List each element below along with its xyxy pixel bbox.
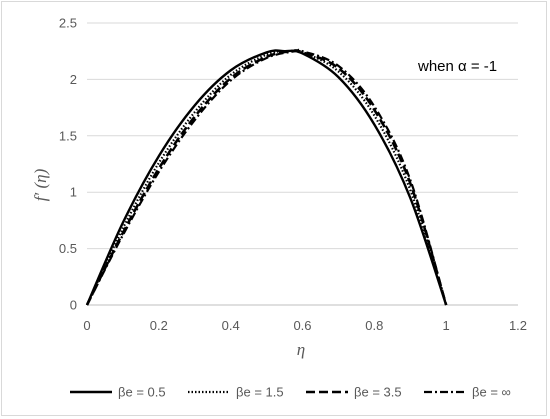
y-tick-label: 1 (70, 185, 77, 200)
x-tick-label: 1.2 (509, 318, 527, 333)
x-tick-label: 0.8 (365, 318, 383, 333)
x-tick-label: 1 (443, 318, 450, 333)
y-tick-label: 0.5 (59, 241, 77, 256)
legend-label: βe = 0.5 (118, 385, 166, 400)
x-tick-label: 0.6 (293, 318, 311, 333)
series-line-4 (86, 48, 448, 306)
legend-label: βe = 3.5 (354, 385, 402, 400)
legend-label: βe = 1.5 (236, 385, 284, 400)
y-tick-label: 1.5 (59, 128, 77, 143)
legend: βe = 0.5 βe = 1.5 βe = 3.5 βe = ∞ (70, 385, 511, 400)
x-tick-label: 0.2 (150, 318, 168, 333)
x-tick-label: 0.4 (222, 318, 240, 333)
y-tick-labels: 0 0.5 1 1.5 2 2.5 (59, 16, 77, 313)
series-line-1 (85, 49, 448, 306)
y-axis-label: f′ (η) (31, 168, 50, 201)
x-tick-labels: 0 0.2 0.4 0.6 0.8 1 1.2 (83, 318, 527, 333)
y-tick-label: 2.5 (59, 16, 77, 31)
x-tick-label: 0 (83, 318, 90, 333)
legend-label: βe = ∞ (472, 385, 511, 400)
series-lines (85, 48, 448, 306)
y-tick-label: 0 (70, 298, 77, 313)
y-tick-label: 2 (70, 72, 77, 87)
series-line-2 (86, 49, 448, 306)
series-line-3 (85, 49, 448, 306)
chart-annotation: when α = -1 (417, 58, 497, 75)
x-axis-label: η (297, 340, 305, 359)
